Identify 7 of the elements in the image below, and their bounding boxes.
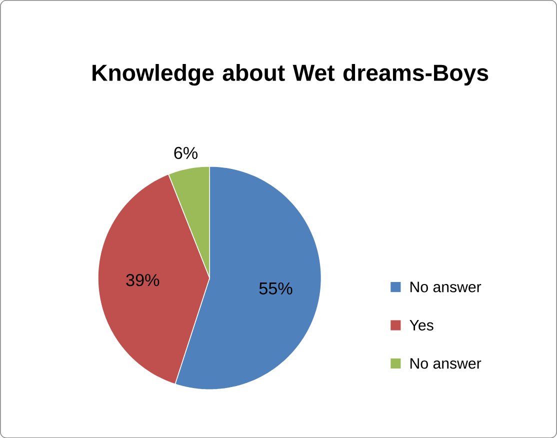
data-label: 6% bbox=[174, 146, 198, 159]
legend-label: Yes bbox=[410, 320, 434, 330]
chart-title: Knowledge about Wet dreams-Boys bbox=[92, 64, 488, 86]
data-label: 55% bbox=[259, 282, 292, 294]
data-label: 39% bbox=[126, 274, 160, 286]
legend-label: No answer bbox=[410, 282, 482, 292]
legend-label: No answer bbox=[410, 358, 482, 369]
